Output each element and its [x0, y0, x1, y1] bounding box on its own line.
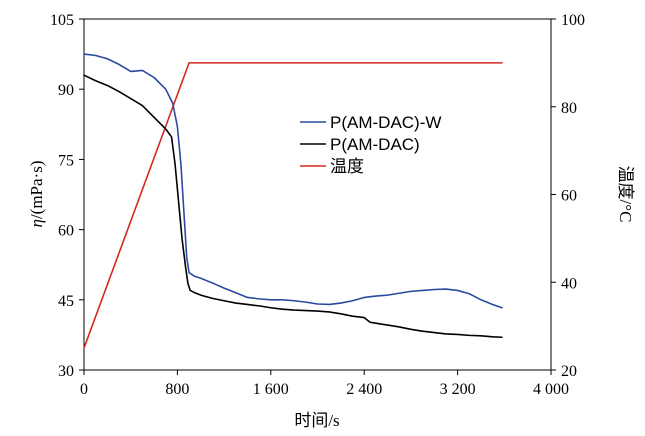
- legend: P(AM-DAC)-W P(AM-DAC) 温度: [300, 113, 441, 176]
- y-left-tick-label: 75: [58, 152, 74, 169]
- legend-label: P(AM-DAC): [330, 135, 420, 154]
- x-tick-label: 800: [165, 381, 189, 398]
- y-axis-left-title-symbol: η: [27, 219, 46, 227]
- x-tick-label: 0: [80, 381, 88, 398]
- y-left-tick-label: 90: [58, 82, 74, 99]
- series-layer: [83, 53, 503, 349]
- y-right-tick-label: 40: [561, 275, 577, 292]
- y-axis-left-title: η/(mPa·s): [27, 161, 46, 228]
- y-axis-left-title-unit: /(mPa·s): [27, 161, 46, 220]
- x-tick-label: 3 200: [440, 381, 476, 398]
- y-right-tick-label: 60: [561, 188, 577, 205]
- y-right-tick-label: 80: [561, 100, 577, 117]
- legend-label: P(AM-DAC)-W: [330, 113, 441, 132]
- y-left-tick-label: 30: [58, 363, 74, 380]
- x-tick-label: 1 600: [253, 381, 289, 398]
- y-right-tick-label: 20: [561, 363, 577, 380]
- y-left-tick-label: 60: [58, 223, 74, 240]
- y-axis-right-title: 温度/°C: [616, 166, 635, 223]
- x-axis-title: 时间/s: [294, 411, 339, 430]
- x-tick-label: 4 000: [533, 381, 569, 398]
- series-line: [83, 53, 503, 309]
- series-line: [83, 74, 503, 339]
- y-axis-right: 20 40 60 80 100: [551, 12, 585, 380]
- y-left-tick-label: 105: [50, 12, 74, 29]
- y-left-tick-label: 45: [58, 293, 74, 310]
- y-axis-left: 30 45 60 75 90 105: [50, 12, 84, 380]
- plot-frame: [83, 18, 552, 371]
- series-line: [83, 62, 503, 349]
- x-tick-label: 2 400: [346, 381, 382, 398]
- y-right-tick-label: 100: [561, 12, 585, 29]
- x-axis: 0 800 1 600 2 400 3 200 4 000: [80, 370, 569, 398]
- legend-label: 温度: [330, 157, 364, 176]
